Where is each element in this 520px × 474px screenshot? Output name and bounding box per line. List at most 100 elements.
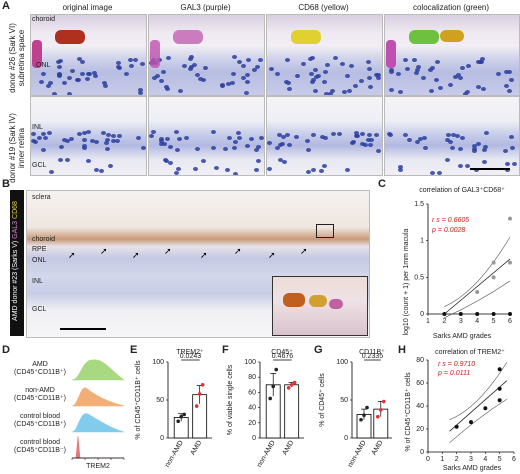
nucleus — [418, 137, 424, 141]
nucleus — [449, 146, 455, 151]
nucleus — [192, 63, 198, 68]
nucleus — [346, 88, 352, 93]
nucleus — [344, 74, 350, 79]
nucleus — [254, 65, 260, 70]
chart-e-title: TREM2⁺ — [176, 349, 204, 356]
nucleus — [310, 167, 316, 172]
nucleus — [115, 65, 121, 70]
arrowhead-marker: ➚ — [100, 246, 108, 256]
nucleus — [194, 73, 200, 78]
nucleus — [506, 69, 512, 74]
nucleus — [45, 83, 51, 88]
category-label: AMD — [282, 440, 296, 457]
data-point — [359, 417, 363, 422]
nucleus — [55, 60, 61, 65]
chart-c-ytick-label: 1.5 — [414, 201, 424, 208]
chart-c-point — [491, 275, 496, 280]
nucleus — [274, 145, 280, 150]
ytick-label: 50 — [340, 397, 348, 404]
nucleus — [415, 140, 421, 145]
chart-h-ci-lower — [449, 398, 507, 444]
nucleus — [388, 67, 394, 72]
arrowhead-marker: ➚ — [164, 246, 172, 256]
nucleus — [428, 67, 434, 72]
nucleus — [123, 71, 129, 76]
column-title-colocalization: colocalization (green) — [412, 3, 490, 12]
chart-h-rs: r s = 0.9710 — [438, 361, 475, 368]
nucleus — [89, 139, 95, 144]
micrograph-a-gal3-bottom — [148, 96, 265, 176]
data-point — [292, 380, 297, 385]
chart-h-p: p = 0.0111 — [437, 370, 470, 377]
nucleus — [285, 132, 291, 137]
nucleus — [429, 89, 435, 94]
nucleus — [232, 139, 238, 144]
scale-bar-a — [470, 168, 510, 170]
data-point — [274, 367, 278, 372]
nucleus — [367, 75, 373, 80]
nucleus — [465, 63, 471, 68]
chart-f-ylabel: % of viable single cells — [227, 364, 234, 435]
nucleus — [476, 142, 482, 147]
nucleus — [31, 131, 36, 136]
p-value-label: 0.2335 — [362, 353, 384, 360]
chart-c-ci-upper — [444, 236, 511, 307]
data-point — [376, 414, 380, 419]
nucleus — [210, 145, 216, 150]
nucleus — [188, 67, 194, 72]
nucleus — [483, 130, 489, 135]
nucleus — [445, 137, 451, 142]
nucleus — [422, 135, 428, 140]
nucleus — [159, 142, 165, 147]
nucleus — [226, 136, 232, 141]
category-label: AMD — [371, 440, 385, 457]
nucleus — [277, 157, 283, 162]
nucleus — [447, 140, 453, 145]
nucleus — [174, 170, 180, 175]
nucleus — [162, 141, 168, 146]
nucleus — [446, 133, 452, 138]
nucleus — [294, 73, 300, 78]
nucleus — [62, 137, 68, 142]
nucleus — [39, 80, 45, 85]
arrowhead-marker: ➚ — [68, 250, 76, 260]
nucleus — [175, 148, 181, 153]
nucleus — [194, 146, 200, 151]
nucleus — [240, 75, 246, 80]
nucleus — [293, 134, 299, 139]
nucleus — [149, 134, 155, 139]
nucleus — [59, 144, 65, 149]
chart-c-point — [475, 290, 480, 294]
micrograph-a-cd68-bottom — [266, 96, 383, 176]
nucleus — [471, 143, 477, 148]
nucleus — [353, 130, 359, 135]
column-title-gal3: GAL3 (purple) — [180, 3, 231, 12]
chart-c-point — [508, 260, 512, 265]
data-point — [194, 404, 199, 408]
nucleus — [313, 68, 319, 73]
nucleus — [188, 55, 194, 60]
chart-h-point — [483, 406, 488, 411]
nucleus — [49, 170, 55, 175]
chart-c-ylabel: log10 (count + 1) per 1mm macula — [403, 228, 410, 335]
nucleus — [376, 72, 382, 77]
chart-d-histogram — [72, 435, 124, 459]
nucleus — [139, 61, 145, 66]
nucleus — [135, 135, 141, 140]
nucleus — [482, 160, 488, 165]
data-point — [182, 412, 186, 417]
chart-h-title: correlation of TREM2⁺ — [435, 349, 505, 356]
nucleus — [341, 89, 347, 94]
nucleus — [339, 62, 345, 67]
nucleus — [281, 160, 287, 165]
nucleus — [100, 130, 106, 135]
bar — [284, 384, 300, 439]
chart-h-xtick-label: 3 — [469, 456, 473, 463]
panel-label-g: G — [314, 344, 323, 356]
nucleus — [161, 70, 167, 75]
nucleus — [62, 80, 67, 85]
nucleus — [450, 133, 456, 138]
row-donor-19: donor #19 (Sark IV) inner retina — [8, 113, 26, 183]
nucleus — [259, 135, 264, 140]
chart-d-histogram — [71, 413, 125, 433]
